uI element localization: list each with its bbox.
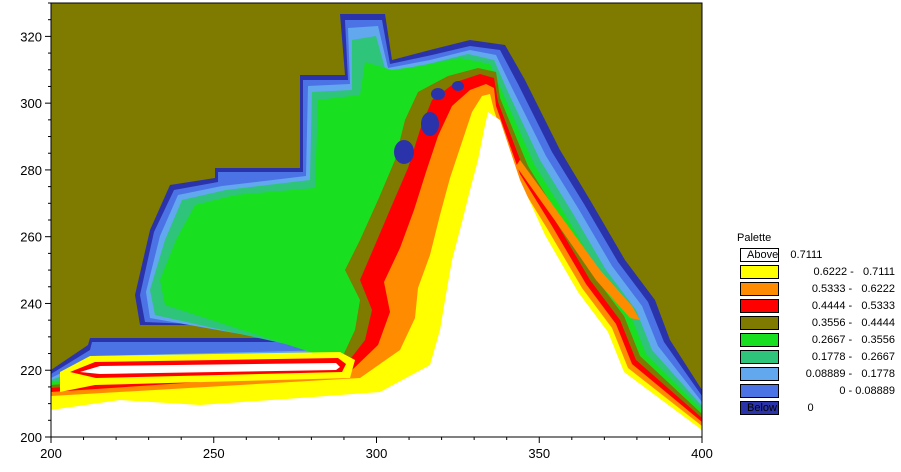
x-tick-label: 400: [691, 446, 713, 461]
palette-legend: Palette Above 0.7111 0.6222 - 0.7111 0.533…: [737, 229, 897, 417]
legend-swatch: [740, 299, 779, 313]
x-tick-label: 350: [528, 446, 550, 461]
legend-entry: 0.2667 - 0.3556: [737, 332, 897, 349]
y-tick-label: 320: [20, 29, 42, 44]
legend-title: Palette: [737, 232, 772, 244]
legend-swatch: [740, 248, 779, 262]
legend-swatch: [740, 282, 779, 296]
legend-entry: 0.08889 - 0.1778: [737, 366, 897, 383]
x-axis: 200 250 300 350 400: [40, 437, 713, 461]
legend-entry: 0.1778 - 0.2667: [737, 349, 897, 366]
legend-label: 0.08889 - 0.1778: [805, 368, 895, 380]
legend-entry: Above 0.7111: [737, 247, 897, 264]
x-tick-label: 200: [40, 446, 62, 461]
legend-swatch: [740, 384, 779, 398]
coast-band-right: [516, 160, 640, 320]
legend-swatch: [740, 265, 779, 279]
dot-below-2: [421, 112, 439, 136]
dot-below-3: [431, 88, 445, 100]
legend-entry: 0.3556 - 0.4444: [737, 315, 897, 332]
legend-entry: 0 - 0.08889: [737, 383, 897, 400]
patch-white-3: [270, 410, 330, 426]
y-axis: 200 220 240 260 280 300 320: [20, 2, 51, 445]
legend-label: 0.1778 - 0.2667: [811, 351, 895, 363]
y-tick-label: 220: [20, 363, 42, 378]
legend-entry: 0.4444 - 0.5333: [737, 298, 897, 315]
x-tick-label: 250: [203, 446, 225, 461]
legend-swatch: [740, 350, 779, 364]
legend-label: 0.5333 - 0.6222: [811, 283, 895, 295]
x-tick-label: 300: [366, 446, 388, 461]
legend-label: 0.2667 - 0.3556: [811, 334, 895, 346]
legend-entry: Below 0: [737, 400, 897, 417]
y-tick-label: 240: [20, 296, 42, 311]
legend-label: 0.3556 - 0.4444: [811, 317, 895, 329]
legend-swatch: [740, 401, 779, 415]
sea-layer-white: [51, 112, 702, 437]
strip-white: [80, 363, 340, 374]
patch-white-1: [60, 410, 140, 430]
legend-label: Below 0: [747, 402, 814, 414]
y-tick-label: 280: [20, 163, 42, 178]
legend-swatch: [740, 333, 779, 347]
legend-label: 0.6222 - 0.7111: [813, 266, 895, 278]
legend-swatch: [740, 316, 779, 330]
y-tick-label: 200: [20, 430, 42, 445]
legend-swatch: [740, 367, 779, 381]
y-tick-label: 260: [20, 230, 42, 245]
patch-white-2: [165, 417, 235, 433]
legend-entry: 0.5333 - 0.6222: [737, 281, 897, 298]
dot-below-1: [394, 140, 414, 164]
legend-label: 0 - 0.08889: [839, 385, 895, 397]
y-tick-label: 300: [20, 96, 42, 111]
legend-label: 0.4444 - 0.5333: [811, 300, 895, 312]
legend-label: Above 0.7111: [747, 249, 823, 261]
dot-below-4: [452, 81, 464, 91]
legend-entry: 0.6222 - 0.7111: [737, 264, 897, 281]
